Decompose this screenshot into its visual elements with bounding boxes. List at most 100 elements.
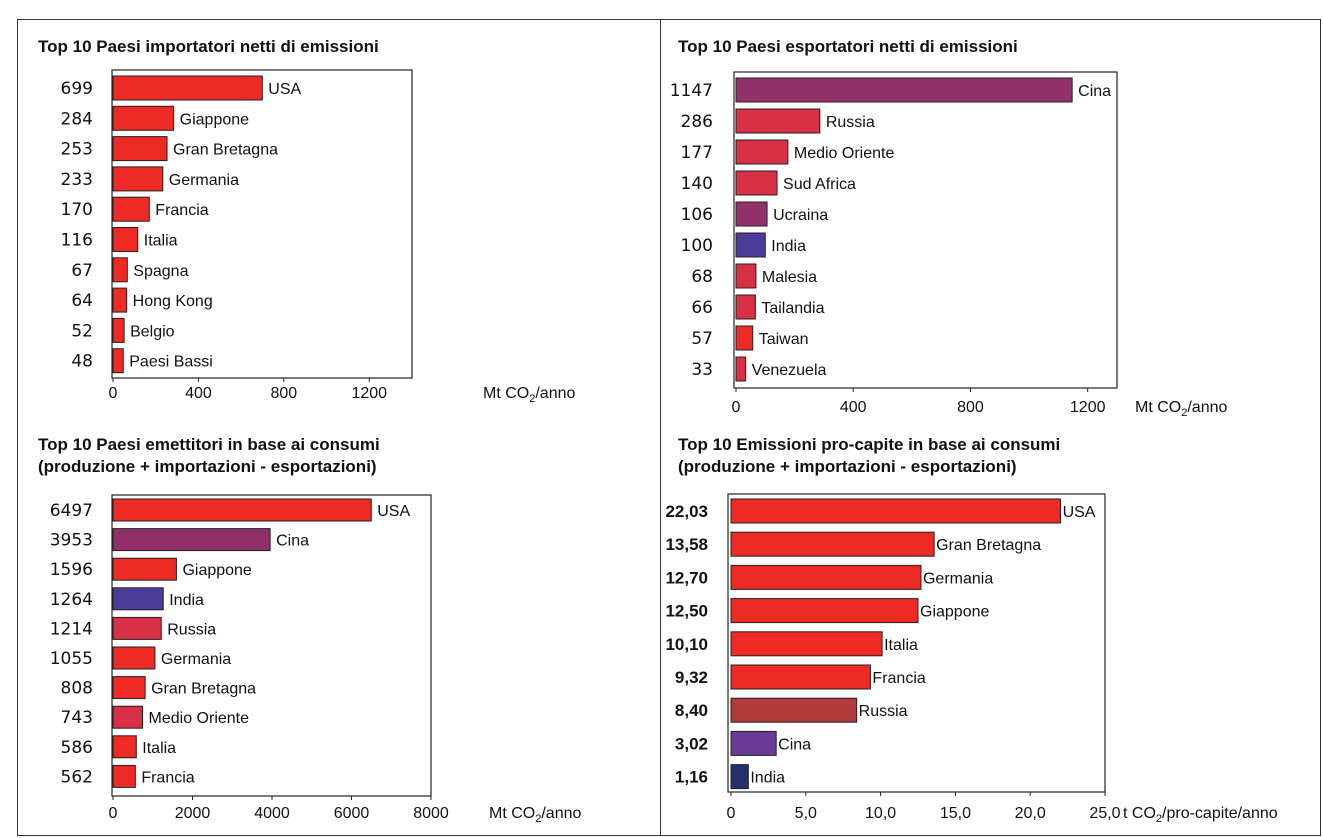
chart-2: Top 10 Paesi esportatori netti di emissi… bbox=[670, 37, 1228, 419]
value-label: 12,50 bbox=[665, 602, 708, 621]
category-label: Taiwan bbox=[759, 331, 809, 348]
value-label: 743 bbox=[61, 708, 93, 728]
bar bbox=[112, 257, 128, 283]
value-label: 233 bbox=[61, 170, 93, 190]
value-label: 177 bbox=[681, 143, 713, 163]
value-label: 6497 bbox=[50, 501, 93, 521]
bar bbox=[112, 75, 263, 101]
bar bbox=[730, 697, 858, 723]
value-label: 22,03 bbox=[665, 502, 708, 521]
category-label: Cina bbox=[778, 736, 811, 753]
bar bbox=[112, 705, 144, 729]
panel-divider bbox=[660, 19, 661, 836]
category-label: Russia bbox=[167, 621, 216, 638]
value-label: 67 bbox=[71, 261, 93, 281]
category-label: Gran Bretagna bbox=[936, 537, 1041, 554]
value-label: 284 bbox=[61, 109, 93, 129]
bar bbox=[735, 201, 768, 227]
category-label: Giappone bbox=[920, 604, 989, 621]
bar bbox=[112, 498, 372, 522]
value-label: 586 bbox=[61, 738, 93, 758]
value-label: 12,70 bbox=[665, 568, 708, 587]
tick-label: 0 bbox=[109, 805, 118, 822]
bar bbox=[735, 170, 778, 196]
value-label: 1,16 bbox=[675, 768, 708, 787]
value-label: 562 bbox=[61, 767, 93, 787]
category-label: Paesi Bassi bbox=[129, 354, 213, 371]
bar bbox=[735, 263, 757, 289]
value-label: 13,58 bbox=[665, 535, 708, 554]
category-label: Germania bbox=[923, 570, 993, 587]
chart-1: Top 10 Paesi importatori netti di emissi… bbox=[38, 37, 575, 405]
category-label: Medio Oriente bbox=[149, 710, 250, 727]
chart-subtitle: (produzione + importazioni - esportazion… bbox=[678, 457, 1017, 476]
category-label: Francia bbox=[155, 202, 208, 219]
bar bbox=[730, 564, 922, 590]
tick-label: 10,0 bbox=[865, 805, 896, 822]
chart-title: Top 10 Emissioni pro-capite in base ai c… bbox=[678, 435, 1060, 454]
bar bbox=[112, 287, 128, 313]
category-label: Germania bbox=[161, 651, 231, 668]
bar bbox=[730, 730, 777, 756]
bar bbox=[112, 317, 125, 343]
value-label: 48 bbox=[71, 352, 93, 372]
value-label: 64 bbox=[71, 291, 93, 311]
category-label: Belgio bbox=[130, 323, 175, 340]
tick-label: 20,0 bbox=[1015, 805, 1046, 822]
category-label: Italia bbox=[884, 637, 918, 654]
value-label: 106 bbox=[681, 205, 713, 225]
bar bbox=[735, 232, 766, 258]
category-label: India bbox=[169, 592, 204, 609]
bar bbox=[112, 735, 137, 759]
bar bbox=[112, 196, 150, 222]
tick-label: 0 bbox=[732, 399, 741, 416]
value-label: 1147 bbox=[670, 81, 713, 101]
chart-title: Top 10 Paesi esportatori netti di emissi… bbox=[678, 37, 1018, 56]
bar bbox=[112, 764, 136, 788]
tick-label: 400 bbox=[840, 399, 867, 416]
value-label: 1055 bbox=[50, 649, 93, 669]
tick-label: 5,0 bbox=[795, 805, 817, 822]
category-label: Germania bbox=[169, 172, 239, 189]
tick-label: 0 bbox=[727, 805, 736, 822]
value-label: 3953 bbox=[50, 531, 93, 551]
category-label: India bbox=[750, 770, 785, 787]
tick-label: 1200 bbox=[1070, 399, 1106, 416]
value-label: 116 bbox=[61, 231, 93, 251]
category-label: Gran Bretagna bbox=[173, 142, 278, 159]
tick-label: 4000 bbox=[254, 805, 290, 822]
bar bbox=[112, 348, 124, 374]
bar bbox=[112, 616, 162, 640]
category-label: Francia bbox=[872, 670, 925, 687]
category-label: Ucraina bbox=[773, 207, 828, 224]
bar bbox=[112, 227, 139, 252]
bar bbox=[730, 598, 919, 624]
bar bbox=[730, 531, 935, 557]
category-label: Giappone bbox=[180, 111, 249, 128]
category-label: Tailandia bbox=[761, 300, 824, 317]
category-label: India bbox=[771, 238, 806, 255]
bar bbox=[735, 108, 821, 134]
bar bbox=[735, 294, 756, 320]
value-label: 9,32 bbox=[675, 668, 708, 687]
category-label: USA bbox=[268, 81, 301, 98]
axis-unit-label: Mt CO2/anno bbox=[483, 385, 575, 405]
category-label: Russia bbox=[826, 114, 875, 131]
category-label: Medio Oriente bbox=[794, 145, 895, 162]
value-label: 8,40 bbox=[675, 701, 708, 720]
bar bbox=[735, 325, 754, 351]
bar bbox=[112, 166, 164, 192]
value-label: 140 bbox=[681, 174, 713, 194]
bar bbox=[112, 676, 146, 700]
bar bbox=[735, 139, 789, 165]
category-label: Italia bbox=[142, 740, 176, 757]
category-label: Cina bbox=[1078, 83, 1111, 100]
chart-title: Top 10 Paesi emettitori in base ai consu… bbox=[38, 435, 380, 454]
value-label: 52 bbox=[71, 321, 93, 341]
bar bbox=[112, 105, 175, 131]
category-label: Italia bbox=[144, 233, 178, 250]
value-label: 1596 bbox=[50, 560, 93, 580]
category-label: USA bbox=[1063, 504, 1096, 521]
category-label: Venezuela bbox=[752, 362, 827, 379]
